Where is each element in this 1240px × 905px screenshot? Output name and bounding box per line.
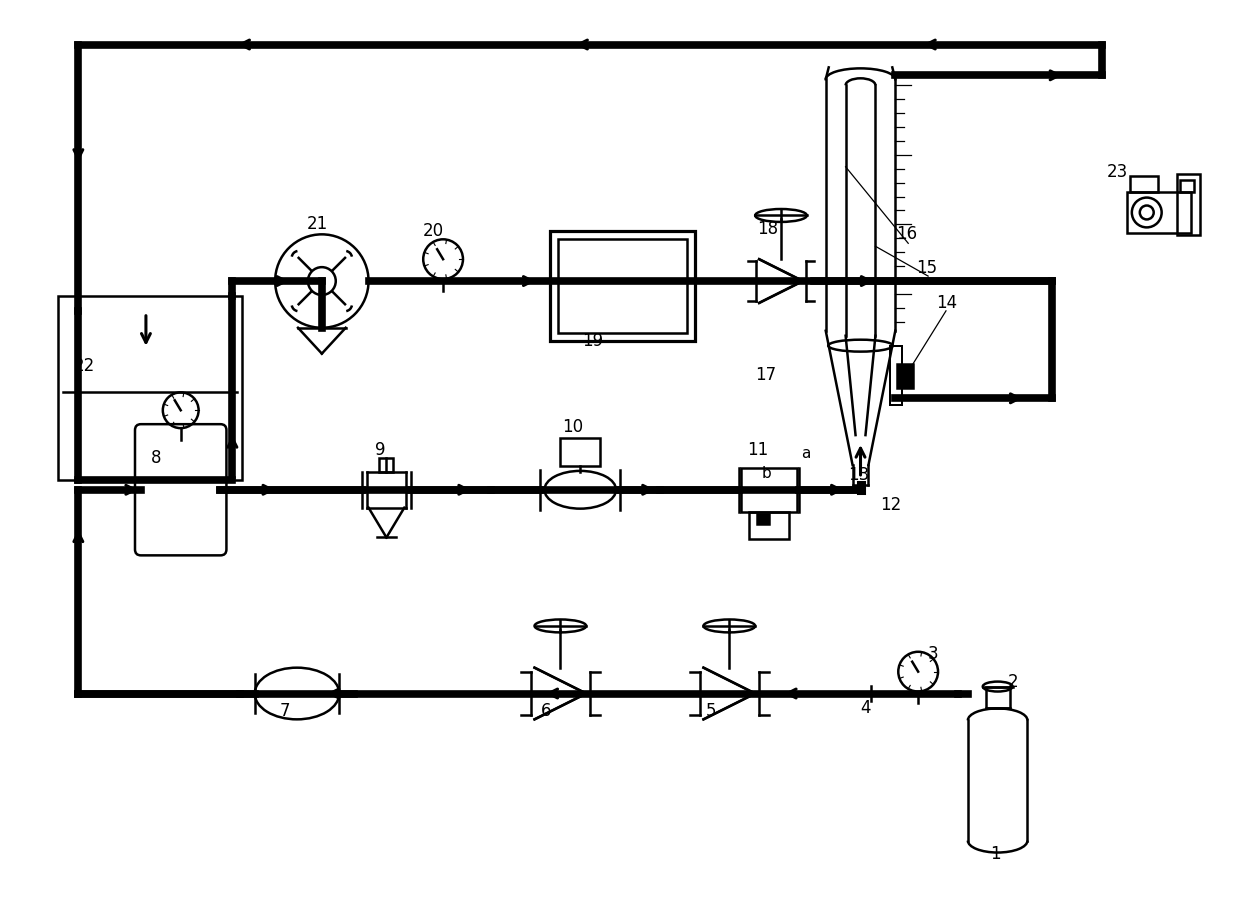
- Bar: [890, 346, 903, 405]
- Text: 8: 8: [151, 449, 161, 467]
- Bar: [986, 687, 1009, 709]
- Text: 13: 13: [848, 466, 869, 484]
- Text: 6: 6: [541, 702, 551, 720]
- Bar: [758, 514, 769, 524]
- Text: 14: 14: [936, 294, 957, 312]
- Bar: [1179, 180, 1194, 192]
- Text: a: a: [801, 446, 810, 461]
- Text: 1: 1: [990, 845, 1001, 863]
- Bar: [1127, 192, 1192, 233]
- Text: 10: 10: [563, 418, 584, 436]
- Bar: [560, 438, 600, 466]
- Bar: [898, 364, 913, 388]
- Text: 11: 11: [748, 441, 769, 459]
- Text: 16: 16: [897, 225, 918, 243]
- Text: 7: 7: [280, 702, 290, 720]
- Text: 15: 15: [916, 259, 937, 277]
- Bar: [749, 511, 789, 539]
- Text: 22: 22: [73, 357, 94, 375]
- Text: 17: 17: [755, 367, 776, 385]
- Text: b: b: [763, 466, 771, 481]
- Text: 21: 21: [308, 215, 329, 233]
- Text: 23: 23: [1107, 163, 1128, 181]
- Bar: [1130, 176, 1158, 192]
- Text: 9: 9: [374, 441, 384, 459]
- Text: 20: 20: [423, 223, 444, 241]
- Bar: [742, 468, 797, 511]
- Bar: [58, 296, 242, 480]
- Bar: [1177, 174, 1200, 235]
- Bar: [558, 239, 687, 333]
- Bar: [551, 232, 694, 340]
- Text: 2: 2: [1008, 672, 1018, 691]
- Text: 18: 18: [758, 220, 779, 238]
- Bar: [379, 458, 393, 472]
- Text: 5: 5: [706, 702, 715, 720]
- Text: 19: 19: [583, 331, 604, 349]
- Text: 4: 4: [861, 700, 870, 718]
- Text: 12: 12: [880, 496, 901, 514]
- Text: 3: 3: [928, 644, 939, 662]
